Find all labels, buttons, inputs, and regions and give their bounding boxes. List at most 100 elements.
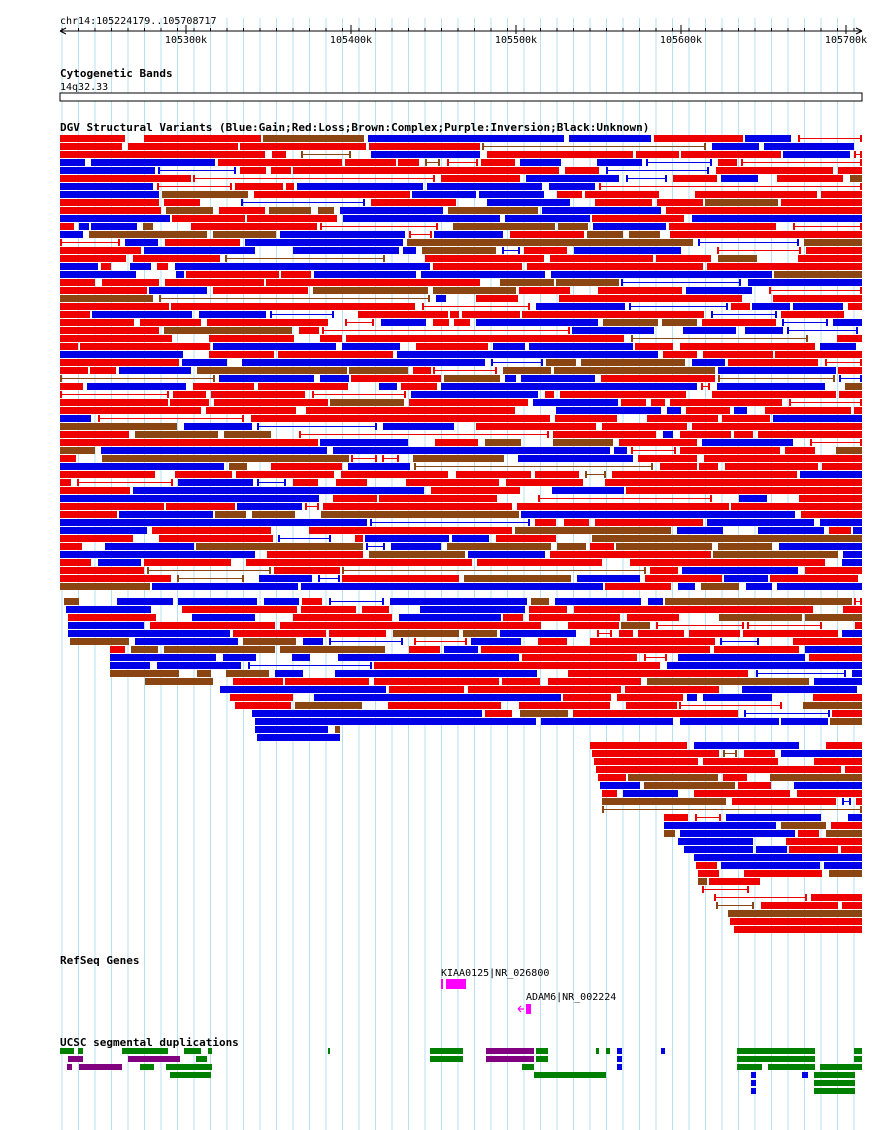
dgv-variant-loss[interactable] [522, 311, 704, 318]
dgv-variant-complex[interactable] [616, 543, 712, 550]
dgv-variant-end[interactable] [167, 391, 169, 398]
dgv-variant-loss[interactable] [617, 694, 683, 701]
dgv-variant-gain[interactable] [518, 455, 633, 462]
dgv-variant-loss[interactable] [704, 455, 862, 462]
dgv-variant-gain[interactable] [444, 646, 478, 653]
dgv-variant-gain[interactable] [712, 143, 759, 150]
dgv-variant-complex[interactable] [829, 870, 862, 877]
dgv-variant-end[interactable] [665, 654, 667, 661]
dgv-variant-complex[interactable] [804, 239, 862, 246]
dgv-variant-loss[interactable] [251, 415, 550, 422]
dgv-variant-loss[interactable] [797, 790, 862, 797]
dgv-variant-gain[interactable] [219, 375, 314, 382]
dgv-variant-loss[interactable] [664, 814, 688, 821]
dgv-variant-end[interactable] [826, 319, 828, 326]
dgv-variant-loss[interactable] [590, 742, 687, 749]
dgv-variant-complex[interactable] [213, 231, 276, 238]
dgv-variant-gain[interactable] [541, 718, 673, 725]
dgv-variant-loss[interactable] [555, 415, 617, 422]
dgv-variant-end[interactable] [644, 654, 646, 661]
dgv-variant-loss[interactable] [60, 503, 164, 510]
dgv-variant-loss[interactable] [173, 391, 206, 398]
dgv-variant-loss[interactable] [150, 622, 275, 629]
dgv-variant-loss[interactable] [60, 311, 90, 318]
dgv-variant-loss[interactable] [627, 614, 679, 621]
dgv-variant-gain[interactable] [340, 207, 443, 214]
dgv-variant-gain[interactable] [343, 215, 500, 222]
dgv-variant-loss[interactable] [714, 646, 799, 653]
dgv-variant-loss[interactable] [281, 271, 311, 278]
dgv-variant-loss[interactable] [280, 622, 541, 629]
dgv-variant-gain[interactable] [794, 782, 862, 789]
dgv-variant-loss[interactable] [102, 279, 159, 286]
dgv-variant-gain[interactable] [60, 183, 153, 190]
dgv-variant-complex[interactable] [263, 135, 364, 142]
dgv-variant-complex[interactable] [850, 175, 862, 182]
dgv-variant-loss[interactable] [128, 143, 238, 150]
dgv-variant-end[interactable] [833, 375, 835, 382]
dgv-variant-loss[interactable] [728, 359, 818, 366]
dgv-variant-gain[interactable] [91, 223, 137, 230]
dgv-variant-loss[interactable] [838, 367, 862, 374]
dgv-variant-loss[interactable] [165, 279, 264, 286]
dgv-variant-complex[interactable] [60, 447, 95, 454]
dgv-variant-loss[interactable] [342, 575, 459, 582]
dgv-variant-end[interactable] [741, 159, 743, 166]
dgv-variant-loss[interactable] [545, 391, 554, 398]
dgv-variant-loss[interactable] [527, 263, 703, 270]
dgv-variant-gain[interactable] [756, 846, 787, 853]
dgv-variant-complex[interactable] [556, 279, 619, 286]
dgv-variant-loss[interactable] [837, 335, 862, 342]
dgv-variant-end[interactable] [414, 638, 416, 645]
dgv-variant-end[interactable] [629, 303, 631, 310]
dgv-variant-gain[interactable] [264, 598, 299, 605]
segdup-feature[interactable] [814, 1072, 855, 1078]
dgv-variant-end[interactable] [547, 431, 549, 438]
segdup-feature[interactable] [802, 1072, 808, 1078]
dgv-variant-end[interactable] [610, 630, 612, 637]
dgv-variant-end[interactable] [716, 902, 718, 909]
dgv-variant-loss[interactable] [320, 335, 342, 342]
dgv-variant-loss[interactable] [230, 694, 293, 701]
dgv-variant-loss[interactable] [159, 535, 273, 542]
dgv-variant-loss[interactable] [267, 551, 363, 558]
dgv-variant-loss[interactable] [379, 495, 497, 502]
dgv-variant-end[interactable] [447, 159, 449, 166]
dgv-variant-gain[interactable] [441, 383, 697, 390]
dgv-variant-complex[interactable] [515, 527, 671, 534]
dgv-variant-complex[interactable] [143, 223, 153, 230]
dgv-variant-end[interactable] [422, 303, 424, 310]
dgv-variant-loss[interactable] [619, 439, 697, 446]
dgv-variant-gain[interactable] [338, 654, 519, 661]
dgv-variant-end[interactable] [621, 279, 623, 286]
dgv-variant-end[interactable] [159, 295, 161, 302]
dgv-variant-gain[interactable] [556, 407, 661, 414]
dgv-variant-loss[interactable] [775, 351, 862, 358]
dgv-variant-gain[interactable] [60, 231, 83, 238]
dgv-variant-complex[interactable] [665, 598, 852, 605]
dgv-variant-gain[interactable] [60, 519, 367, 526]
dgv-variant-gain[interactable] [60, 351, 183, 358]
dgv-variant-gain[interactable] [333, 447, 610, 454]
dgv-variant-gain[interactable] [436, 295, 446, 302]
dgv-variant-end[interactable] [230, 183, 232, 190]
dgv-variant-gain[interactable] [421, 271, 545, 278]
dgv-variant-gain[interactable] [135, 638, 238, 645]
dgv-variant-end[interactable] [747, 886, 749, 893]
dgv-variant-loss[interactable] [413, 367, 431, 374]
segdup-feature[interactable] [72, 1056, 83, 1062]
dgv-variant-loss[interactable] [758, 431, 862, 438]
dgv-variant-end[interactable] [860, 375, 862, 382]
dgv-variant-gain[interactable] [694, 854, 862, 861]
dgv-variant-end[interactable] [234, 167, 236, 174]
dgv-variant-complex[interactable] [628, 774, 718, 781]
dgv-variant-gain[interactable] [536, 303, 625, 310]
dgv-variant-gain[interactable] [683, 327, 736, 334]
dgv-variant-end[interactable] [631, 335, 633, 342]
dgv-variant-loss[interactable] [207, 319, 328, 326]
dgv-variant-loss[interactable] [506, 479, 583, 486]
dgv-variant-loss[interactable] [856, 798, 862, 805]
dgv-variant-loss[interactable] [481, 159, 515, 166]
dgv-variant-gain[interactable] [852, 670, 862, 677]
dgv-variant-complex[interactable] [64, 598, 79, 605]
